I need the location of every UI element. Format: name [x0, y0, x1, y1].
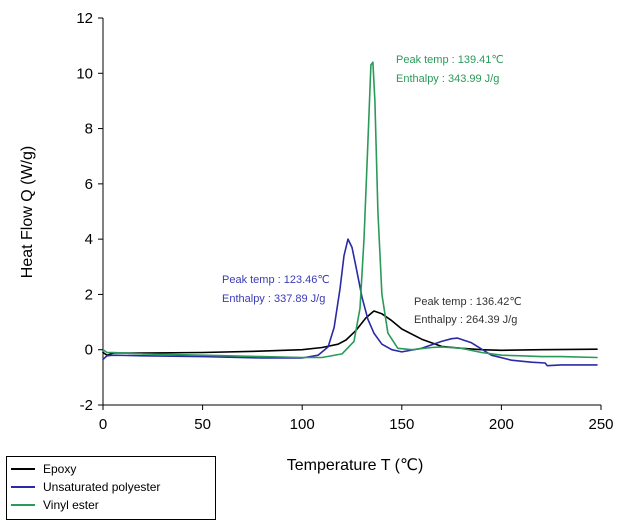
x-tick-label: 150: [389, 416, 414, 433]
annotation-polyester-peak: Peak temp : 123.46℃: [222, 274, 330, 286]
y-tick-label: 2: [85, 286, 93, 303]
y-tick-label: 0: [85, 342, 93, 359]
legend-swatch-epoxy: [11, 468, 35, 470]
annotation-unsaturated-polyester: Peak temp : 123.46℃ Enthalpy : 337.89 J/…: [222, 274, 330, 305]
annotation-vinyl-ester-peak: Peak temp : 139.41℃: [396, 54, 504, 66]
legend-label-epoxy: Epoxy: [43, 462, 77, 476]
y-tick-label: 12: [76, 10, 93, 27]
annotation-epoxy-peak: Peak temp : 136.42℃: [414, 296, 522, 308]
legend-label-vinyl-ester: Vinyl ester: [43, 498, 99, 512]
legend: Epoxy Unsaturated polyester Vinyl ester: [6, 456, 216, 520]
annotation-epoxy: Peak temp : 136.42℃ Enthalpy : 264.39 J/…: [414, 296, 522, 326]
tick-layer: 0 50 100 150 200 250 -2 0 2 4 6 8 10 12: [76, 10, 613, 433]
series-line-epoxy: [102, 310, 598, 357]
plot-area: [102, 18, 601, 406]
annotation-vinyl-ester: Peak temp : 139.41℃ Enthalpy : 343.99 J/…: [396, 54, 504, 85]
annotation-vinyl-ester-enthalpy: Enthalpy : 343.99 J/g: [396, 73, 499, 85]
y-tick-label: -2: [80, 397, 93, 414]
y-tick-label: 10: [76, 65, 93, 82]
series-line-vinyl-ester: [102, 61, 598, 359]
legend-item-vinyl-ester: Vinyl ester: [7, 497, 99, 513]
y-axis-label: Heat Flow Q (W/g): [19, 146, 36, 278]
x-tick-label: 50: [194, 416, 211, 433]
x-tick-label: 250: [588, 416, 613, 433]
annotation-epoxy-enthalpy: Enthalpy : 264.39 J/g: [414, 314, 517, 326]
x-tick-label: 100: [290, 416, 315, 433]
x-tick-label: 0: [99, 416, 107, 433]
legend-item-epoxy: Epoxy: [7, 461, 76, 477]
y-tick-label: 8: [85, 121, 93, 138]
legend-swatch-unsaturated-polyester: [11, 486, 35, 488]
y-tick-label: 4: [85, 231, 93, 248]
legend-item-unsaturated-polyester: Unsaturated polyester: [7, 479, 160, 495]
x-axis-label: Temperature T (℃): [287, 457, 424, 474]
series-layer: [102, 61, 598, 367]
series-line-unsaturated-polyester: [102, 238, 598, 367]
annotation-polyester-enthalpy: Enthalpy : 337.89 J/g: [222, 293, 325, 305]
y-tick-label: 6: [85, 176, 93, 193]
x-tick-label: 200: [489, 416, 514, 433]
legend-swatch-vinyl-ester: [11, 504, 35, 506]
legend-label-unsaturated-polyester: Unsaturated polyester: [43, 480, 161, 494]
